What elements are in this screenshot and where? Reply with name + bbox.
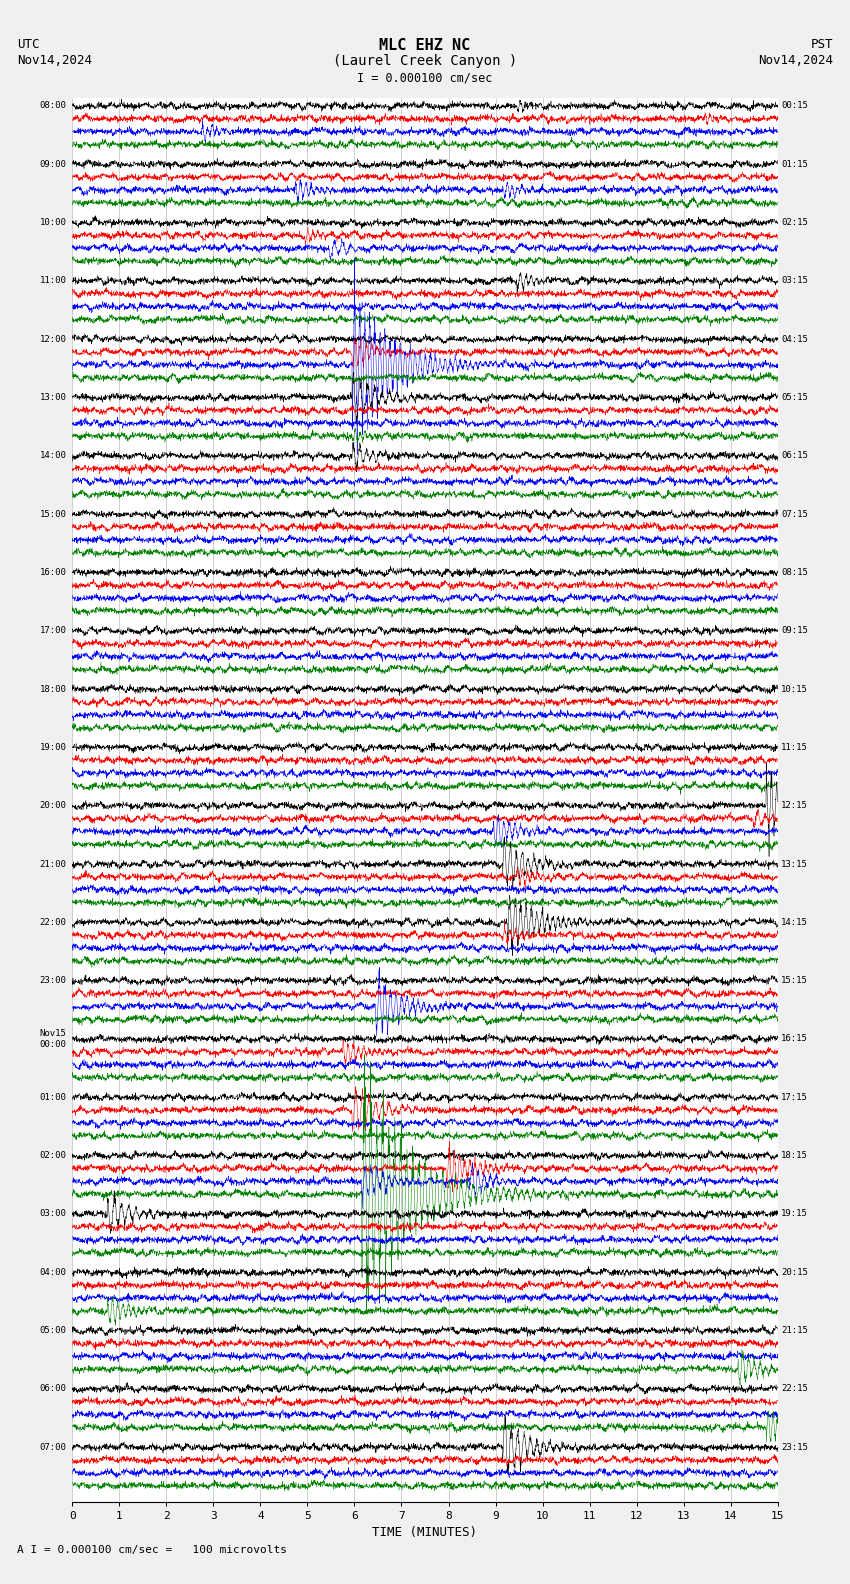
Text: 20:15: 20:15 <box>781 1267 808 1277</box>
Text: 08:15: 08:15 <box>781 569 808 577</box>
Text: 17:15: 17:15 <box>781 1093 808 1102</box>
Text: 12:00: 12:00 <box>40 334 66 344</box>
Text: A I = 0.000100 cm/sec =   100 microvolts: A I = 0.000100 cm/sec = 100 microvolts <box>17 1546 287 1555</box>
Text: 13:00: 13:00 <box>40 393 66 402</box>
X-axis label: TIME (MINUTES): TIME (MINUTES) <box>372 1527 478 1540</box>
Text: 04:15: 04:15 <box>781 334 808 344</box>
Text: 11:15: 11:15 <box>781 743 808 752</box>
Text: 21:15: 21:15 <box>781 1326 808 1335</box>
Text: 23:15: 23:15 <box>781 1443 808 1451</box>
Text: 07:15: 07:15 <box>781 510 808 518</box>
Text: 09:00: 09:00 <box>40 160 66 169</box>
Text: 02:00: 02:00 <box>40 1152 66 1159</box>
Text: 15:00: 15:00 <box>40 510 66 518</box>
Text: 14:15: 14:15 <box>781 917 808 927</box>
Text: UTC: UTC <box>17 38 39 51</box>
Text: 11:00: 11:00 <box>40 276 66 285</box>
Text: MLC EHZ NC: MLC EHZ NC <box>379 38 471 52</box>
Text: 07:00: 07:00 <box>40 1443 66 1451</box>
Text: Nov15
00:00: Nov15 00:00 <box>40 1030 66 1049</box>
Text: (Laurel Creek Canyon ): (Laurel Creek Canyon ) <box>333 54 517 68</box>
Text: 01:00: 01:00 <box>40 1093 66 1102</box>
Text: 23:00: 23:00 <box>40 976 66 985</box>
Text: 06:00: 06:00 <box>40 1384 66 1394</box>
Text: 16:15: 16:15 <box>781 1034 808 1044</box>
Text: 04:00: 04:00 <box>40 1267 66 1277</box>
Text: Nov14,2024: Nov14,2024 <box>17 54 92 67</box>
Text: 19:00: 19:00 <box>40 743 66 752</box>
Text: 18:00: 18:00 <box>40 684 66 694</box>
Text: I = 0.000100 cm/sec: I = 0.000100 cm/sec <box>357 71 493 84</box>
Text: 15:15: 15:15 <box>781 976 808 985</box>
Text: 05:15: 05:15 <box>781 393 808 402</box>
Text: 14:00: 14:00 <box>40 451 66 461</box>
Text: 06:15: 06:15 <box>781 451 808 461</box>
Text: 02:15: 02:15 <box>781 219 808 227</box>
Text: 16:00: 16:00 <box>40 569 66 577</box>
Text: 03:00: 03:00 <box>40 1210 66 1218</box>
Text: PST: PST <box>811 38 833 51</box>
Text: 22:00: 22:00 <box>40 917 66 927</box>
Text: 21:00: 21:00 <box>40 860 66 868</box>
Text: 00:15: 00:15 <box>781 101 808 111</box>
Text: 10:00: 10:00 <box>40 219 66 227</box>
Text: 22:15: 22:15 <box>781 1384 808 1394</box>
Text: Nov14,2024: Nov14,2024 <box>758 54 833 67</box>
Text: 17:00: 17:00 <box>40 626 66 635</box>
Text: 19:15: 19:15 <box>781 1210 808 1218</box>
Text: 08:00: 08:00 <box>40 101 66 111</box>
Text: 10:15: 10:15 <box>781 684 808 694</box>
Text: 13:15: 13:15 <box>781 860 808 868</box>
Text: 01:15: 01:15 <box>781 160 808 169</box>
Text: 18:15: 18:15 <box>781 1152 808 1159</box>
Text: 03:15: 03:15 <box>781 276 808 285</box>
Text: 12:15: 12:15 <box>781 802 808 809</box>
Text: 05:00: 05:00 <box>40 1326 66 1335</box>
Text: 09:15: 09:15 <box>781 626 808 635</box>
Text: 20:00: 20:00 <box>40 802 66 809</box>
